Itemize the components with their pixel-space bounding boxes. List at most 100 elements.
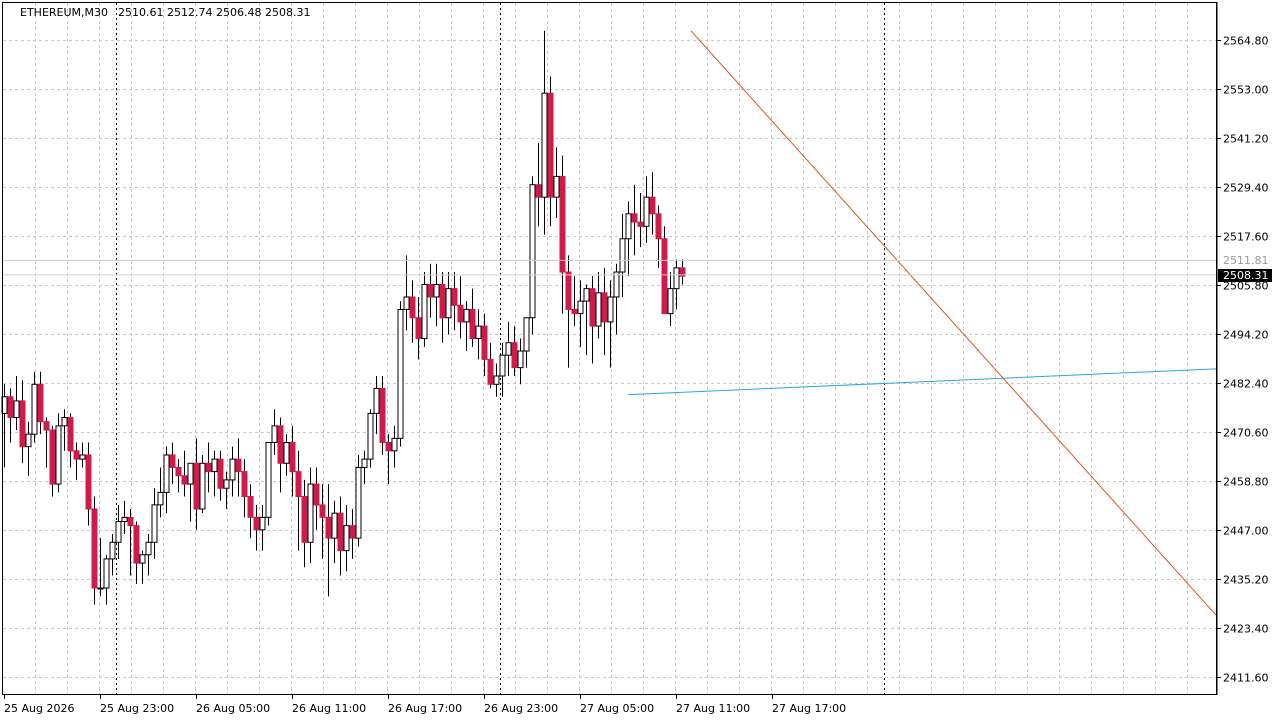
candle[interactable]: [241, 459, 248, 518]
candle[interactable]: [157, 467, 164, 518]
candle[interactable]: [379, 375, 386, 455]
candle[interactable]: [109, 533, 116, 576]
candle[interactable]: [247, 484, 254, 539]
candle[interactable]: [319, 484, 326, 559]
candle[interactable]: [19, 380, 26, 464]
candle[interactable]: [13, 375, 20, 431]
candle[interactable]: [559, 155, 566, 314]
candle[interactable]: [445, 272, 452, 335]
candle[interactable]: [595, 272, 602, 339]
candle[interactable]: [607, 280, 614, 368]
candle[interactable]: [331, 500, 338, 564]
candle[interactable]: [421, 272, 428, 347]
candle[interactable]: [145, 533, 152, 576]
candle[interactable]: [553, 147, 560, 218]
candle[interactable]: [259, 504, 266, 551]
candle[interactable]: [475, 309, 482, 360]
candle[interactable]: [175, 459, 182, 493]
candle[interactable]: [91, 496, 98, 605]
candle[interactable]: [457, 276, 464, 339]
resistance-trendline[interactable]: [690, 30, 1217, 616]
candle[interactable]: [403, 255, 410, 331]
candle[interactable]: [187, 462, 194, 522]
candle[interactable]: [619, 213, 626, 297]
candles-layer[interactable]: [1, 30, 686, 605]
candle[interactable]: [211, 450, 218, 497]
candle[interactable]: [31, 371, 38, 443]
candle[interactable]: [679, 259, 686, 285]
candle[interactable]: [343, 504, 350, 572]
candle[interactable]: [253, 504, 260, 551]
candle[interactable]: [481, 313, 488, 376]
candle[interactable]: [235, 438, 242, 497]
candle[interactable]: [223, 471, 230, 510]
candle[interactable]: [313, 467, 320, 530]
candle[interactable]: [115, 504, 122, 559]
candle[interactable]: [517, 338, 524, 385]
candle[interactable]: [295, 450, 302, 551]
candle[interactable]: [667, 272, 674, 327]
candle[interactable]: [169, 442, 176, 485]
candle[interactable]: [277, 417, 284, 493]
candle[interactable]: [55, 413, 62, 493]
candle[interactable]: [631, 184, 638, 256]
trendlines-layer[interactable]: [3, 30, 1217, 616]
candle[interactable]: [97, 538, 104, 597]
candle[interactable]: [85, 442, 92, 526]
candle[interactable]: [133, 521, 140, 584]
candle[interactable]: [121, 500, 128, 534]
candle[interactable]: [79, 442, 86, 468]
candle[interactable]: [43, 417, 50, 468]
candle[interactable]: [367, 409, 374, 468]
candle[interactable]: [637, 193, 644, 248]
candle[interactable]: [511, 326, 518, 376]
candle[interactable]: [151, 488, 158, 559]
candle[interactable]: [7, 388, 14, 443]
candle[interactable]: [427, 263, 434, 318]
candle[interactable]: [589, 276, 596, 364]
candle[interactable]: [127, 509, 134, 576]
candle[interactable]: [397, 301, 404, 447]
candle[interactable]: [583, 284, 590, 356]
candle[interactable]: [535, 143, 542, 227]
candle[interactable]: [349, 509, 356, 559]
candle[interactable]: [139, 550, 146, 584]
candle[interactable]: [25, 421, 32, 476]
candle[interactable]: [307, 467, 314, 564]
candle[interactable]: [571, 276, 578, 327]
candle[interactable]: [325, 484, 332, 597]
candle[interactable]: [499, 342, 506, 397]
candle[interactable]: [523, 317, 530, 368]
candle[interactable]: [601, 267, 608, 356]
candle[interactable]: [385, 434, 392, 485]
candle[interactable]: [217, 450, 224, 501]
candle[interactable]: [229, 446, 236, 497]
candle[interactable]: [613, 263, 620, 335]
candle[interactable]: [265, 441, 272, 526]
support-trendline[interactable]: [627, 368, 1217, 396]
candle[interactable]: [451, 272, 458, 331]
candle[interactable]: [463, 301, 470, 352]
candle[interactable]: [415, 296, 422, 360]
candle[interactable]: [547, 76, 554, 227]
candle[interactable]: [409, 280, 416, 343]
candle[interactable]: [541, 30, 548, 235]
candle[interactable]: [193, 438, 200, 530]
candle[interactable]: [355, 454, 362, 547]
candle[interactable]: [61, 409, 68, 451]
candle[interactable]: [289, 425, 296, 497]
candle[interactable]: [373, 375, 380, 435]
candle[interactable]: [37, 371, 44, 435]
candle[interactable]: [49, 425, 56, 497]
candle[interactable]: [643, 176, 650, 243]
candle[interactable]: [493, 363, 500, 397]
candle[interactable]: [283, 434, 290, 476]
candle[interactable]: [439, 272, 446, 343]
candle[interactable]: [163, 446, 170, 514]
candle[interactable]: [205, 442, 212, 493]
candle[interactable]: [649, 172, 656, 235]
candle[interactable]: [73, 442, 80, 480]
candle[interactable]: [505, 321, 512, 376]
candle[interactable]: [673, 259, 680, 310]
